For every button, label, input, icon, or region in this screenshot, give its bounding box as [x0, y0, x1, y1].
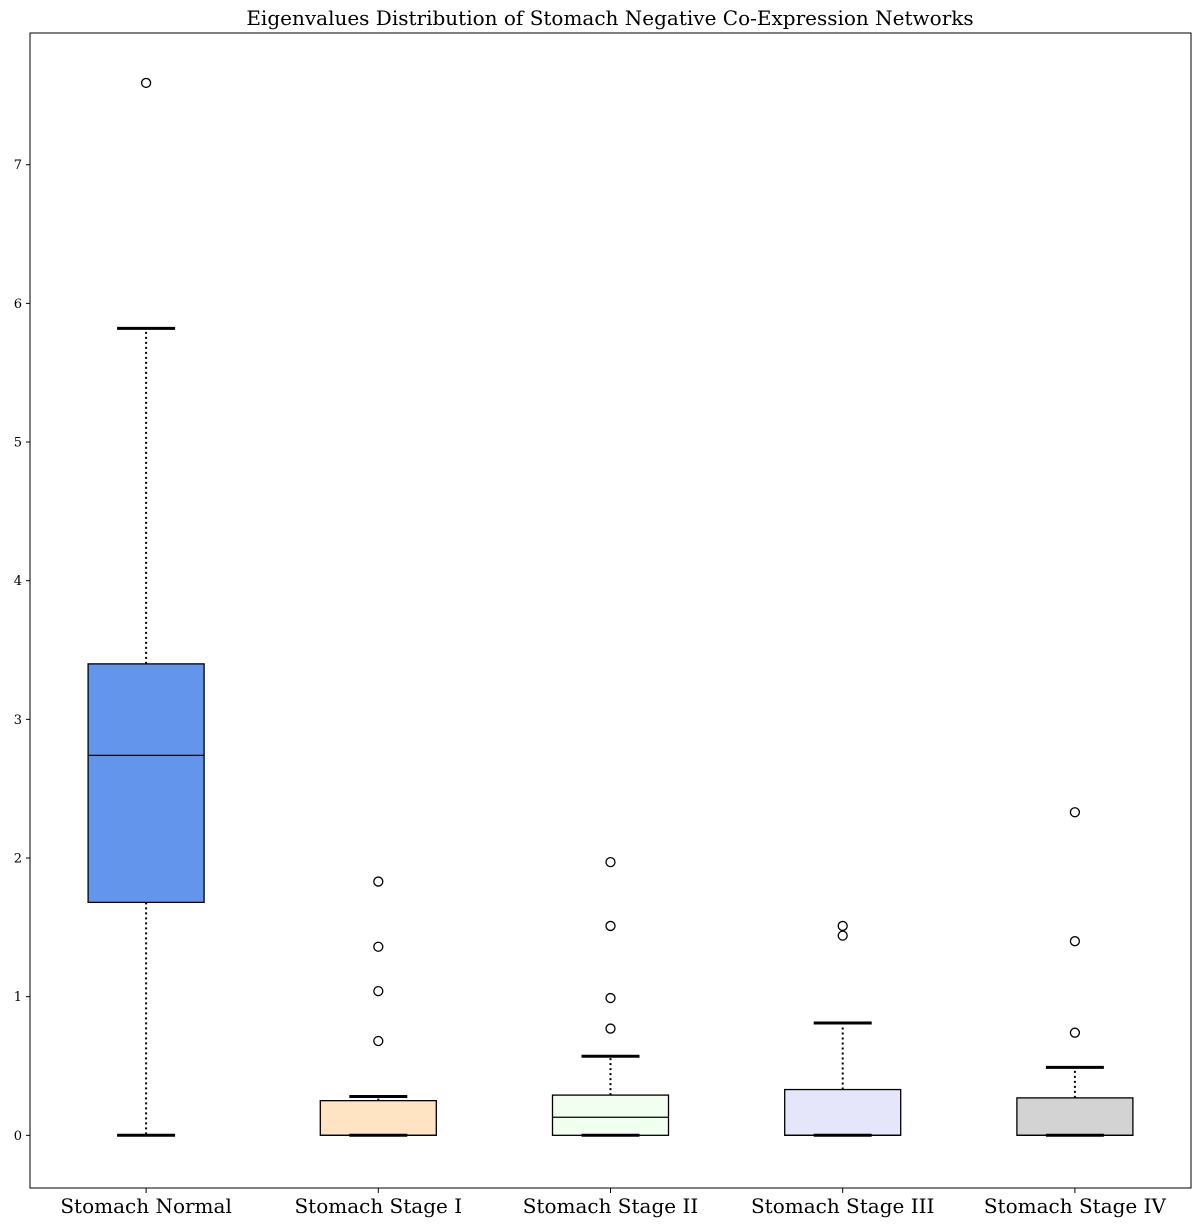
outlier-point	[1069, 807, 1081, 818]
outlier-point	[373, 941, 384, 952]
box-group	[551, 857, 670, 1137]
xtick-label: Stomach Stage II	[523, 1194, 699, 1218]
ytick-label: 4	[14, 574, 22, 589]
outlier-point	[373, 1035, 384, 1047]
ytick-label: 2	[14, 852, 22, 867]
box-group	[1016, 807, 1134, 1137]
ytick-label: 0	[14, 1129, 22, 1144]
ytick-label: 1	[14, 990, 22, 1005]
outlier-point	[605, 992, 616, 1004]
xtick-label: Stomach Normal	[60, 1194, 232, 1218]
chart-title: Eigenvalues Distribution of Stomach Nega…	[246, 6, 973, 30]
box-group	[784, 920, 902, 1137]
outlier-point	[605, 857, 616, 868]
ytick-label: 6	[14, 297, 22, 312]
outlier-point	[605, 920, 616, 932]
outlier-point	[605, 1023, 616, 1034]
outlier-point	[1069, 1027, 1081, 1038]
iqr-box	[1016, 1097, 1134, 1136]
plot-frame	[29, 32, 1192, 1189]
ytick-label: 7	[14, 158, 22, 173]
ytick-label: 3	[14, 713, 22, 728]
outlier-point	[837, 930, 848, 941]
outlier-point	[837, 920, 848, 932]
iqr-box	[784, 1088, 902, 1136]
outlier-point	[140, 77, 152, 89]
box-group	[319, 876, 437, 1137]
boxes-layer	[87, 77, 1134, 1137]
iqr-box	[319, 1099, 437, 1136]
iqr-box	[87, 663, 205, 904]
ytick-label: 5	[14, 436, 22, 451]
outlier-point	[1069, 936, 1081, 947]
xtick-label: Stomach Stage III	[751, 1194, 934, 1218]
xtick-label: Stomach Stage I	[294, 1194, 462, 1218]
outlier-point	[373, 985, 384, 997]
iqr-box	[551, 1094, 670, 1136]
axes-layer: 0 1 2 3 4 5 6 7 Stomach Normal Stomach Stage I Sto…	[14, 158, 1167, 1218]
box-group	[87, 77, 205, 1137]
xtick-label: Stomach Stage IV	[984, 1194, 1167, 1218]
outlier-point	[373, 876, 384, 887]
